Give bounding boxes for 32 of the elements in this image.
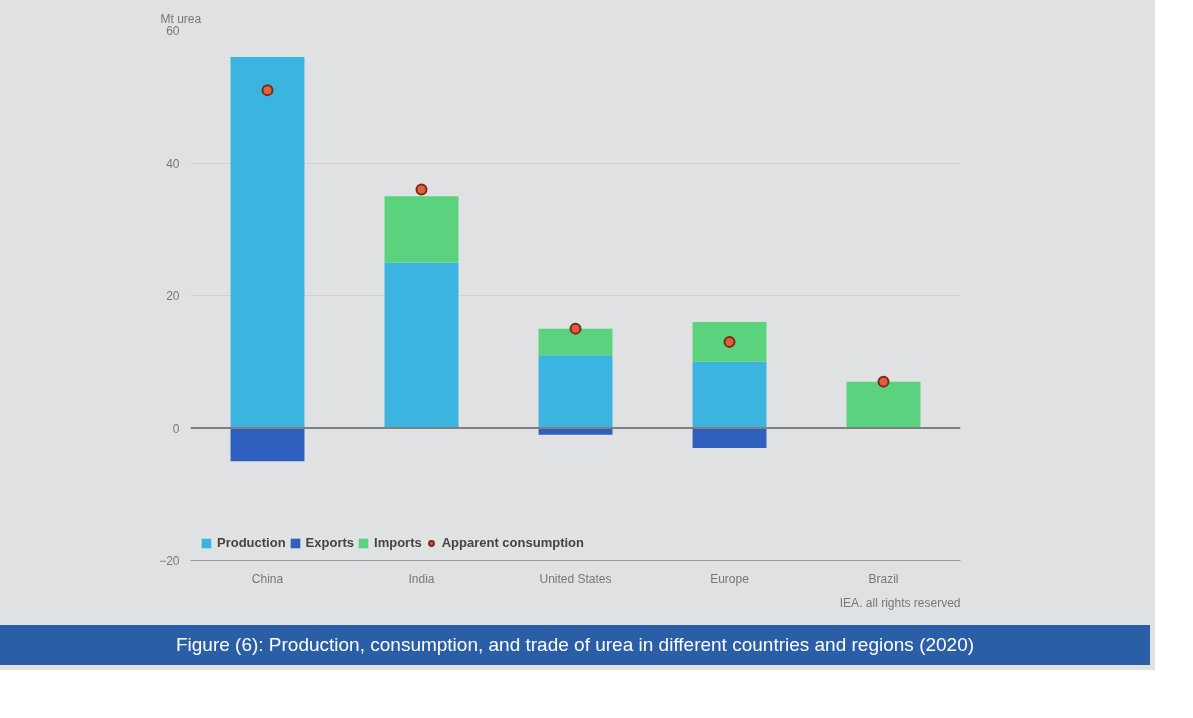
point	[723, 335, 736, 348]
x-tick-label: India	[408, 571, 435, 586]
y-tick-label: −20	[159, 554, 180, 568]
bar	[692, 428, 767, 448]
point	[261, 84, 274, 97]
x-tick-label: China	[251, 571, 284, 586]
y-tick-label: 0	[172, 421, 180, 436]
point	[415, 183, 428, 196]
bar	[692, 322, 767, 362]
point	[569, 322, 582, 335]
bar	[538, 355, 613, 428]
x-tick-label: United States	[539, 571, 612, 586]
y-tick-label: 20	[166, 289, 180, 303]
text: IEA. all rights reserved	[839, 595, 961, 610]
y-axis-title: Mt urea	[160, 11, 202, 26]
text: Figure (6): Production, consumption, and trade of urea in different countries and regions (2020)	[175, 633, 975, 657]
legend-label: Apparent consumption	[441, 535, 584, 550]
bar	[846, 381, 921, 428]
bar	[692, 361, 767, 428]
x-tick-label: Brazil	[868, 571, 899, 586]
y-tick-label: 40	[166, 156, 180, 171]
legend-label: Exports	[305, 535, 355, 550]
x-tick-label: Europe	[710, 571, 750, 586]
legend-label: Production	[217, 535, 286, 550]
bar	[538, 328, 613, 356]
point	[877, 375, 890, 388]
bar	[384, 196, 459, 263]
bar	[230, 57, 305, 428]
bar	[230, 428, 305, 462]
legend-label: Imports	[374, 535, 422, 550]
y-tick-label: 60	[166, 24, 180, 38]
bar	[384, 262, 459, 428]
